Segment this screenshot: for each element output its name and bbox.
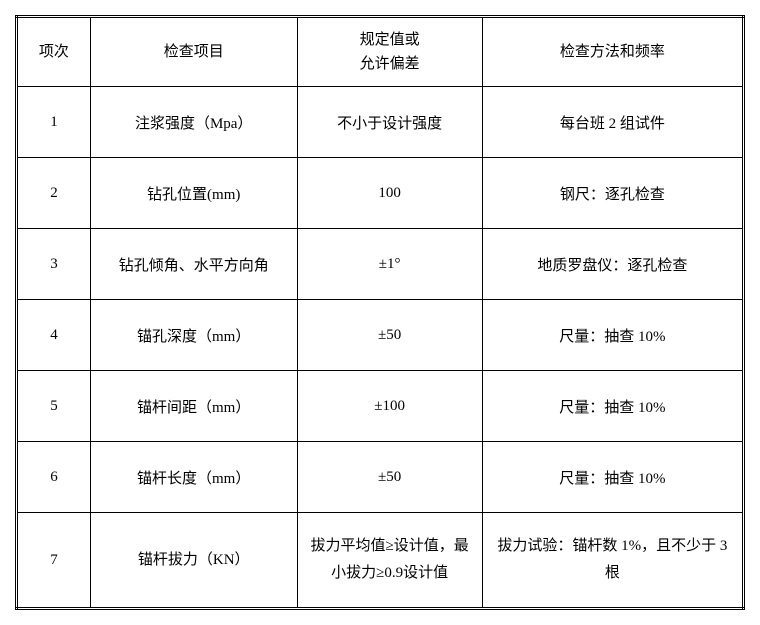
cell-spec: ±50 (297, 300, 482, 371)
cell-n: 3 (17, 229, 91, 300)
header-col3-text: 规定值或 允许偏差 (360, 32, 420, 72)
inspection-table: 项次 检查项目 规定值或 允许偏差 检查方法和频率 1 注浆强度（Mpa） 不小… (15, 15, 745, 610)
cell-method: 尺量：抽查 10% (482, 371, 743, 442)
cell-item: 注浆强度（Mpa） (90, 87, 297, 158)
table-row: 1 注浆强度（Mpa） 不小于设计强度 每台班 2 组试件 (17, 87, 744, 158)
cell-item: 锚杆间距（mm） (90, 371, 297, 442)
cell-spec: ±100 (297, 371, 482, 442)
cell-method: 钢尺：逐孔检查 (482, 158, 743, 229)
cell-n: 6 (17, 442, 91, 513)
table-header-row: 项次 检查项目 规定值或 允许偏差 检查方法和频率 (17, 17, 744, 87)
header-col4: 检查方法和频率 (482, 17, 743, 87)
cell-item: 锚孔深度（mm） (90, 300, 297, 371)
table-row: 7 锚杆拔力（KN） 拔力平均值≥设计值，最小拔力≥0.9设计值 拔力试验：锚杆… (17, 513, 744, 609)
cell-n: 1 (17, 87, 91, 158)
cell-item: 锚杆拔力（KN） (90, 513, 297, 609)
header-col1: 项次 (17, 17, 91, 87)
cell-spec: ±50 (297, 442, 482, 513)
cell-spec: ±1° (297, 229, 482, 300)
cell-spec: 不小于设计强度 (297, 87, 482, 158)
header-col3: 规定值或 允许偏差 (297, 17, 482, 87)
cell-item: 钻孔倾角、水平方向角 (90, 229, 297, 300)
table-row: 2 钻孔位置(mm) 100 钢尺：逐孔检查 (17, 158, 744, 229)
cell-item: 钻孔位置(mm) (90, 158, 297, 229)
cell-n: 2 (17, 158, 91, 229)
cell-spec: 拔力平均值≥设计值，最小拔力≥0.9设计值 (297, 513, 482, 609)
cell-method: 拔力试验：锚杆数 1%，且不少于 3 根 (482, 513, 743, 609)
cell-method: 尺量：抽查 10% (482, 300, 743, 371)
cell-spec: 100 (297, 158, 482, 229)
cell-method: 地质罗盘仪：逐孔检查 (482, 229, 743, 300)
cell-n: 7 (17, 513, 91, 609)
table-row: 6 锚杆长度（mm） ±50 尺量：抽查 10% (17, 442, 744, 513)
header-col2: 检查项目 (90, 17, 297, 87)
cell-item: 锚杆长度（mm） (90, 442, 297, 513)
table-row: 4 锚孔深度（mm） ±50 尺量：抽查 10% (17, 300, 744, 371)
table-row: 3 钻孔倾角、水平方向角 ±1° 地质罗盘仪：逐孔检查 (17, 229, 744, 300)
cell-method: 每台班 2 组试件 (482, 87, 743, 158)
table-row: 5 锚杆间距（mm） ±100 尺量：抽查 10% (17, 371, 744, 442)
cell-method: 尺量：抽查 10% (482, 442, 743, 513)
cell-n: 5 (17, 371, 91, 442)
cell-n: 4 (17, 300, 91, 371)
